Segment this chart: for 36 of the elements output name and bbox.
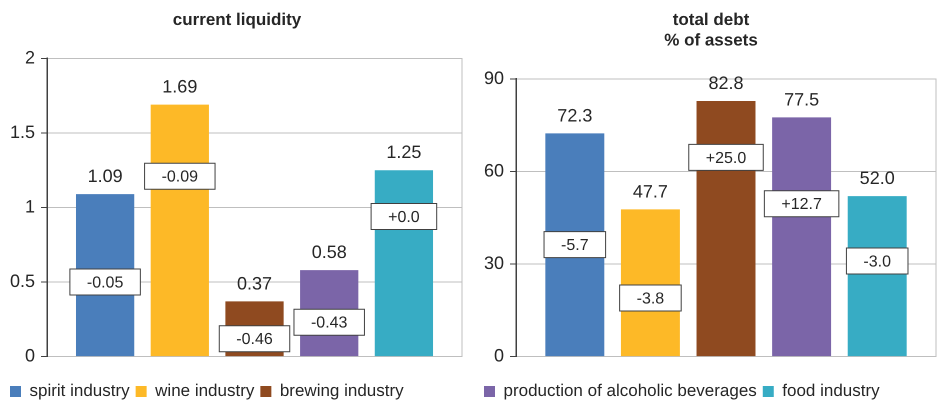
data-label: 47.7 bbox=[632, 181, 668, 202]
data-label: 1.25 bbox=[386, 142, 422, 162]
data-label: 52.0 bbox=[860, 168, 895, 188]
data-label: 72.3 bbox=[557, 105, 592, 126]
data-label: 0.58 bbox=[312, 242, 347, 262]
annotation: -0.46 bbox=[236, 331, 273, 348]
y-tick-label: 90 bbox=[484, 68, 504, 88]
annotation: -3.8 bbox=[636, 290, 664, 308]
y-tick-label: 1 bbox=[25, 196, 36, 216]
annotation: +12.7 bbox=[781, 196, 822, 214]
annotation: -0.43 bbox=[310, 314, 348, 332]
legend-label: brewing industry bbox=[280, 381, 404, 400]
chart-title: total debt % of assets bbox=[664, 10, 758, 50]
annotation: +0.0 bbox=[388, 208, 420, 226]
y-tick-label: 30 bbox=[484, 252, 504, 273]
y-tick-label: 60 bbox=[484, 160, 504, 180]
chart-title: current liquidity bbox=[172, 10, 302, 29]
y-tick-label: 2 bbox=[25, 47, 36, 68]
y-tick-label: 1.5 bbox=[10, 122, 36, 142]
legend-label: spirit industry bbox=[30, 381, 130, 400]
annotation: -0.05 bbox=[86, 274, 124, 292]
legend-label: wine industry bbox=[154, 381, 255, 400]
annotation: -3.0 bbox=[863, 253, 892, 270]
data-label: 0.37 bbox=[236, 273, 272, 294]
y-tick-label: 0.5 bbox=[10, 271, 36, 292]
y-tick-label: 0 bbox=[494, 346, 504, 366]
legend-label: food industry bbox=[782, 381, 880, 400]
data-label: 77.5 bbox=[784, 89, 820, 110]
annotation: -5.7 bbox=[561, 237, 589, 254]
y-tick-label: 0 bbox=[25, 346, 36, 366]
legend-label: production of alcoholic beverages bbox=[504, 381, 757, 400]
annotation: -0.09 bbox=[162, 168, 198, 186]
data-label: 1.69 bbox=[162, 76, 198, 97]
annotation: +25.0 bbox=[706, 150, 746, 167]
data-label: 82.8 bbox=[708, 72, 744, 93]
data-label: 1.09 bbox=[88, 166, 123, 186]
